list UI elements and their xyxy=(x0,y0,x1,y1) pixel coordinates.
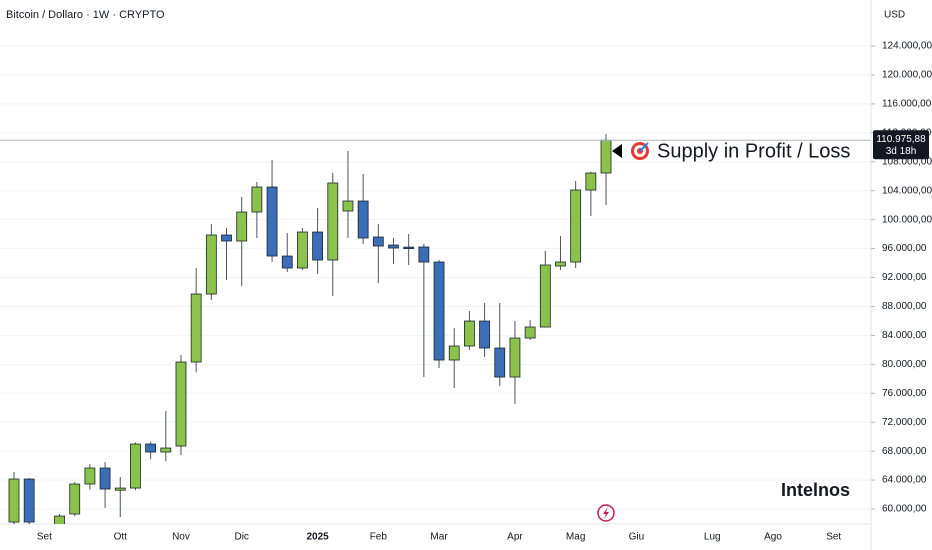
x-tick-label: Dic xyxy=(234,532,248,543)
x-tick-label: Nov xyxy=(172,532,190,543)
candle-body xyxy=(54,515,65,524)
x-tick-label: Set xyxy=(37,532,52,543)
x-tick-label: Mag xyxy=(566,532,585,543)
y-tick-label: 72.000,00 xyxy=(882,417,927,428)
target-icon xyxy=(631,142,649,160)
y-tick-label: 84.000,00 xyxy=(882,330,927,341)
chart-title: Bitcoin / Dollaro · 1W · CRYPTO xyxy=(6,9,165,21)
x-tick-label: Feb xyxy=(370,532,388,543)
candle-body xyxy=(403,246,415,249)
candle-body xyxy=(236,211,248,242)
y-tick-label: 104.000,00 xyxy=(882,185,932,196)
x-tick-label: Mar xyxy=(430,532,448,543)
candle-body xyxy=(357,200,369,239)
y-tick-label: 124.000,00 xyxy=(882,41,932,52)
annotation-text: Supply in Profit / Loss xyxy=(657,140,850,162)
candle-body xyxy=(221,234,232,242)
candle-body xyxy=(160,447,172,453)
last-price-box xyxy=(873,130,929,160)
x-tick-label: Giu xyxy=(629,532,645,543)
candle-body xyxy=(479,320,490,349)
candle-body xyxy=(494,347,506,378)
candle-body xyxy=(509,337,521,378)
candle-body xyxy=(281,255,293,269)
candles xyxy=(8,134,612,524)
x-tick-label: Ago xyxy=(764,532,782,543)
candle-body xyxy=(8,478,20,523)
y-tick-label: 120.000,00 xyxy=(882,70,932,81)
candle-body xyxy=(251,186,263,213)
candle-body xyxy=(69,483,81,515)
candle-body xyxy=(99,467,111,490)
candle-body xyxy=(600,139,612,174)
y-tick-label: 64.000,00 xyxy=(882,475,927,486)
candle-body xyxy=(297,231,308,269)
candle-body xyxy=(448,345,460,361)
candle-body xyxy=(145,443,157,453)
candle-body xyxy=(555,261,566,267)
watermark: Intelnos xyxy=(781,480,850,500)
currency-label: USD xyxy=(884,10,905,21)
y-tick-label: 116.000,00 xyxy=(882,99,932,110)
candle-body xyxy=(463,320,475,347)
last-price-label: 110.975,88 xyxy=(876,134,926,145)
y-tick-label: 96.000,00 xyxy=(882,243,927,254)
candle-body xyxy=(84,467,96,485)
flash-icon xyxy=(597,504,615,522)
candle-body xyxy=(433,261,445,361)
candle-body xyxy=(205,234,217,295)
y-tick-label: 92.000,00 xyxy=(882,272,927,283)
candle-body xyxy=(327,182,339,261)
candle-body xyxy=(130,443,141,489)
candle-body xyxy=(342,200,354,212)
candle-body xyxy=(418,246,430,263)
x-tick-label: 2025 xyxy=(306,532,329,543)
candle-body xyxy=(312,231,324,261)
y-tick-label: 100.000,00 xyxy=(882,214,932,225)
candle-body xyxy=(539,264,551,328)
y-tick-label: 88.000,00 xyxy=(882,301,927,312)
y-tick-label: 68.000,00 xyxy=(882,446,927,457)
candle-body xyxy=(23,478,35,523)
y-tick-label: 60.000,00 xyxy=(882,504,927,515)
candle-body xyxy=(190,293,202,363)
candle-body xyxy=(114,487,126,491)
annotation-arrow xyxy=(612,144,622,158)
candle-body xyxy=(585,172,597,191)
candle-body xyxy=(372,236,384,247)
candle-body xyxy=(266,186,278,257)
y-tick-label: 76.000,00 xyxy=(882,388,927,399)
candle-body xyxy=(570,189,582,263)
candle-body xyxy=(388,244,399,249)
x-tick-label: Apr xyxy=(507,532,523,543)
x-tick-label: Lug xyxy=(704,532,721,543)
x-tick-label: Set xyxy=(826,532,841,543)
countdown-label: 3d 18h xyxy=(886,146,917,157)
annotation: Supply in Profit / Loss xyxy=(612,140,850,162)
y-tick-label: 80.000,00 xyxy=(882,359,927,370)
x-tick-label: Ott xyxy=(114,532,128,543)
y-tick-label: 108.000,00 xyxy=(882,156,932,167)
candle-body xyxy=(175,361,187,447)
candle-body xyxy=(524,326,536,339)
